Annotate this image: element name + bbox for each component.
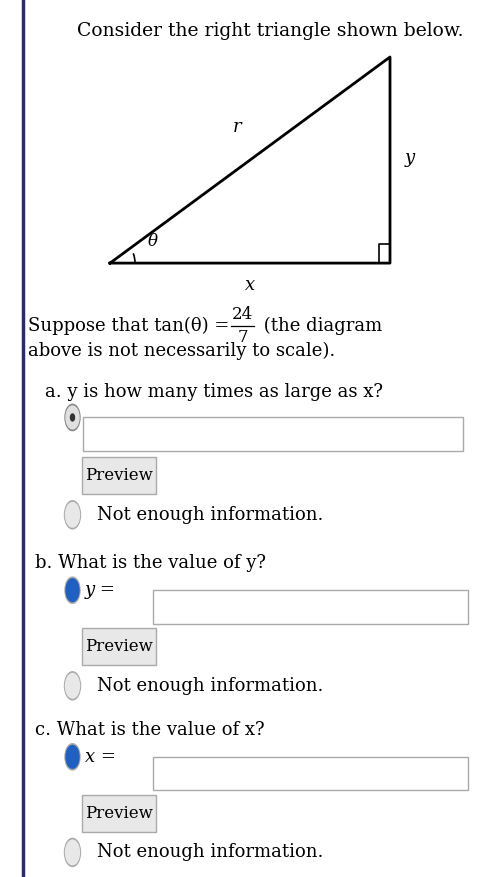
Circle shape bbox=[66, 406, 79, 429]
Text: 7: 7 bbox=[237, 329, 248, 346]
FancyBboxPatch shape bbox=[152, 590, 468, 624]
Circle shape bbox=[65, 577, 80, 603]
Circle shape bbox=[70, 414, 74, 421]
FancyBboxPatch shape bbox=[82, 417, 462, 451]
Text: x =: x = bbox=[85, 748, 116, 766]
Circle shape bbox=[64, 838, 80, 866]
Text: x: x bbox=[245, 276, 255, 294]
Circle shape bbox=[66, 674, 80, 698]
FancyBboxPatch shape bbox=[152, 757, 468, 790]
Text: Not enough information.: Not enough information. bbox=[98, 844, 324, 861]
Text: c. What is the value of x?: c. What is the value of x? bbox=[35, 721, 264, 738]
Text: Not enough information.: Not enough information. bbox=[98, 677, 324, 695]
Circle shape bbox=[66, 579, 79, 602]
FancyBboxPatch shape bbox=[82, 457, 156, 494]
Text: (the diagram: (the diagram bbox=[258, 317, 382, 335]
Text: y =: y = bbox=[85, 581, 116, 599]
Circle shape bbox=[64, 501, 80, 529]
Circle shape bbox=[65, 744, 80, 770]
Circle shape bbox=[66, 840, 80, 865]
Text: above is not necessarily to scale).: above is not necessarily to scale). bbox=[28, 342, 335, 360]
Circle shape bbox=[66, 503, 80, 527]
Text: Suppose that tan(θ) =: Suppose that tan(θ) = bbox=[28, 317, 234, 335]
FancyBboxPatch shape bbox=[82, 628, 156, 665]
Text: Preview: Preview bbox=[85, 467, 152, 484]
Text: a. y is how many times as large as x?: a. y is how many times as large as x? bbox=[45, 383, 383, 401]
Text: θ: θ bbox=[148, 232, 158, 250]
Text: Not enough information.: Not enough information. bbox=[98, 506, 324, 524]
Text: 24: 24 bbox=[232, 306, 253, 324]
Text: Preview: Preview bbox=[85, 638, 152, 655]
Circle shape bbox=[66, 745, 79, 768]
Text: Consider the right triangle shown below.: Consider the right triangle shown below. bbox=[77, 22, 463, 39]
Circle shape bbox=[64, 672, 80, 700]
FancyBboxPatch shape bbox=[82, 795, 156, 832]
Text: r: r bbox=[233, 118, 242, 136]
Text: y: y bbox=[405, 149, 415, 167]
Circle shape bbox=[65, 404, 80, 431]
Text: Preview: Preview bbox=[85, 805, 152, 823]
Text: b. What is the value of y?: b. What is the value of y? bbox=[35, 554, 266, 572]
